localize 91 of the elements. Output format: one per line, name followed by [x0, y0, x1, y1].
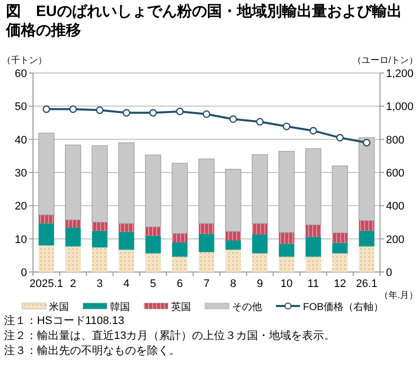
bar [65, 228, 81, 246]
y-tick-label: 0 [20, 267, 27, 279]
point [96, 106, 104, 114]
bar [145, 226, 161, 236]
bar [278, 232, 294, 244]
point [362, 138, 370, 146]
x-tick-label: 12 [334, 278, 346, 290]
point [176, 108, 184, 116]
y2-tick-label: 600 [386, 168, 404, 180]
y2-tick-label: 200 [386, 234, 404, 246]
x-tick-label: 8 [230, 278, 236, 290]
y2-axis-title: （ユーロ/トン） [352, 55, 418, 65]
y2-tick-label: 400 [386, 200, 404, 213]
bar [332, 232, 348, 243]
y2-tick-label: 1,000 [386, 101, 414, 114]
x-tick-label: 3 [96, 278, 103, 290]
bar [252, 234, 268, 254]
x-tick-label: 10 [280, 278, 293, 290]
point [256, 118, 264, 126]
point [336, 134, 344, 142]
bar [38, 245, 54, 272]
point [309, 126, 318, 135]
bar [172, 256, 188, 272]
bar [225, 232, 241, 240]
y2-tick-label: 1,200 [386, 68, 414, 80]
y-tick-label: 10 [14, 234, 27, 246]
bar [172, 242, 188, 257]
x-tick-label: 9 [256, 278, 263, 290]
legend-label: 韓国 [110, 301, 130, 313]
bar [306, 256, 322, 272]
text: 注２：輸出量は、直近13カ月（累計）の上位３カ国・地域を表示。 [4, 329, 336, 344]
bar [38, 214, 54, 224]
point [42, 105, 50, 113]
y-tick-label: 50 [14, 101, 27, 114]
point [69, 105, 77, 113]
bar [332, 253, 348, 272]
bar [65, 246, 81, 272]
y-tick-label: 20 [14, 200, 27, 213]
point [122, 109, 130, 117]
bar [145, 253, 161, 272]
y-tick-label: 30 [14, 168, 27, 180]
legend-label: 米国 [49, 301, 69, 313]
x-tick-label: 2025.1 [30, 278, 64, 290]
bar [278, 244, 294, 257]
bar [38, 223, 54, 246]
bar [358, 220, 374, 231]
bar [65, 220, 81, 228]
bar [332, 242, 348, 254]
bar [252, 253, 268, 272]
x-axis-title: （年.月） [379, 290, 418, 300]
bar [92, 222, 108, 231]
bar [252, 224, 268, 235]
point [202, 110, 210, 118]
legend-label: 英国 [171, 301, 191, 313]
text: 注３：輸出先の不明なものを除く。 [4, 344, 181, 359]
x-tick-label: 26.1 [356, 278, 378, 290]
bar [92, 230, 108, 248]
x-tick-label: 11 [308, 278, 319, 290]
x-tick-label: 6 [176, 278, 183, 290]
y-tick-label: 60 [14, 68, 27, 80]
bar [306, 236, 322, 257]
y2-tick-label: 800 [386, 134, 404, 146]
bar [118, 232, 134, 250]
bar [92, 247, 108, 272]
bar [118, 224, 134, 232]
bar [225, 240, 241, 250]
x-tick-label: 7 [203, 278, 210, 290]
bar [172, 234, 188, 242]
bar [198, 234, 214, 252]
y-axis-title: （千トン） [2, 55, 47, 65]
bar [358, 230, 374, 246]
bar [118, 250, 134, 272]
legend-label: その他 [232, 301, 262, 313]
bar [145, 236, 161, 254]
text: 注１：HSコード1108.13 [4, 314, 126, 329]
point [149, 109, 157, 117]
bar [278, 256, 294, 272]
bar [198, 224, 214, 234]
title: 図 EUのばれいしょでん粉の国・地域別輸出量および輸出価格の推移 [6, 2, 403, 40]
bar [306, 224, 322, 237]
bar [225, 250, 241, 272]
bar [198, 252, 214, 272]
legend-label: FOB価格（右軸） [303, 301, 384, 313]
bar [358, 246, 374, 272]
x-tick-label: 2 [70, 278, 76, 290]
y-tick-label: 40 [14, 134, 27, 146]
y2-tick-label: 0 [386, 267, 392, 279]
point [229, 115, 237, 123]
x-tick-label: 4 [123, 278, 130, 290]
point [282, 122, 290, 130]
x-tick-label: 5 [150, 278, 156, 290]
